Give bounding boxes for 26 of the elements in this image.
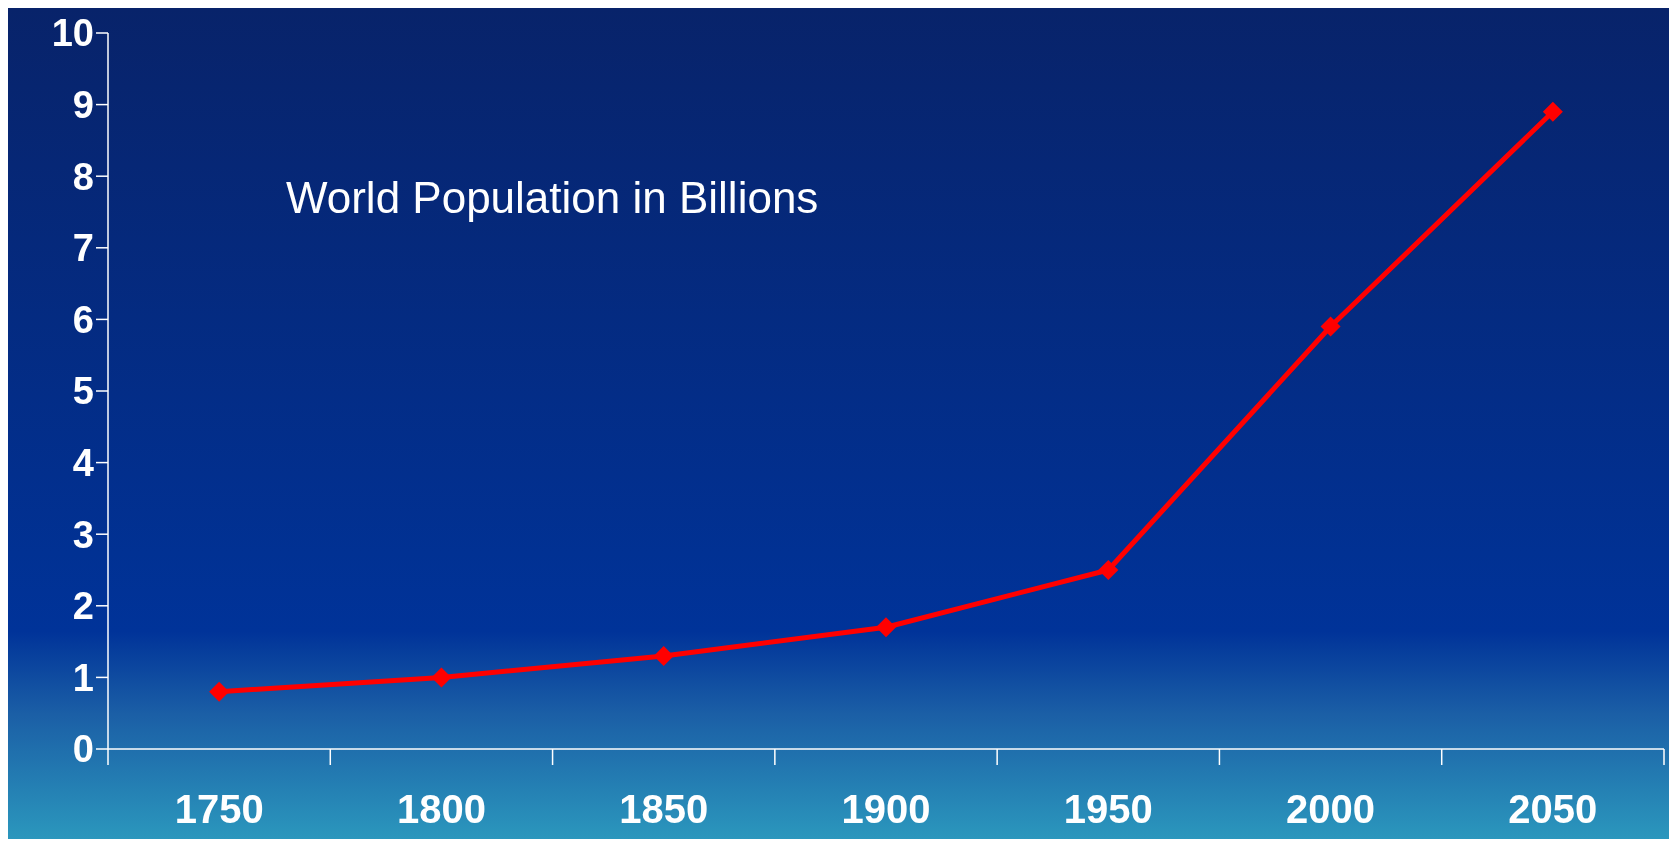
text: World Population in Billions <box>286 173 819 223</box>
y-tick-label: 10 <box>51 12 94 55</box>
x-tick-label: 1950 <box>1063 787 1153 831</box>
y-tick-label: 9 <box>72 84 94 127</box>
y-tick-label: 3 <box>72 513 94 556</box>
y-tick-label: 6 <box>72 298 94 341</box>
y-tick-label: 2 <box>72 585 94 628</box>
y-tick-label: 4 <box>72 442 94 485</box>
y-tick-label: 8 <box>72 155 94 198</box>
point <box>1542 101 1563 122</box>
x-tick-label: 2050 <box>1508 787 1598 831</box>
x-tick-label: 1800 <box>396 787 486 831</box>
point <box>876 617 896 638</box>
x-tick-label: 2000 <box>1286 787 1376 831</box>
x-tick-label: 1750 <box>174 787 264 831</box>
point <box>209 681 230 702</box>
y-tick-label: 5 <box>72 370 94 413</box>
point <box>431 667 452 688</box>
y-tick-label: 1 <box>72 656 94 699</box>
y-tick-label: 0 <box>72 728 94 771</box>
point <box>1320 316 1341 337</box>
y-tick-label: 7 <box>72 227 94 270</box>
point <box>1098 560 1119 580</box>
x-tick-label: 1850 <box>619 787 709 831</box>
x-tick-label: 1900 <box>841 787 931 831</box>
point <box>653 645 674 666</box>
